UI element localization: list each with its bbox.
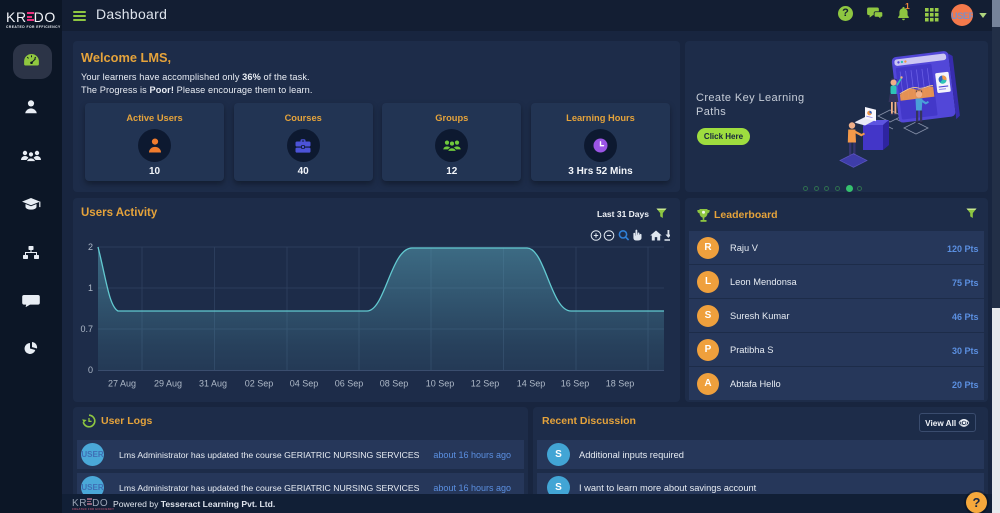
svg-text:10 Sep: 10 Sep <box>426 379 455 389</box>
svg-text:2: 2 <box>88 242 93 252</box>
svg-text:16 Sep: 16 Sep <box>561 379 590 389</box>
svg-text:14 Sep: 14 Sep <box>517 379 546 389</box>
svg-text:31 Aug: 31 Aug <box>199 379 227 389</box>
svg-text:12 Sep: 12 Sep <box>471 379 500 389</box>
svg-text:1: 1 <box>88 283 93 293</box>
svg-text:06 Sep: 06 Sep <box>335 379 364 389</box>
svg-text:18 Sep: 18 Sep <box>606 379 635 389</box>
svg-text:29 Aug: 29 Aug <box>154 379 182 389</box>
svg-text:0.7: 0.7 <box>80 324 93 334</box>
svg-text:27 Aug: 27 Aug <box>108 379 136 389</box>
svg-text:02 Sep: 02 Sep <box>245 379 274 389</box>
svg-text:0: 0 <box>88 365 93 375</box>
svg-text:08 Sep: 08 Sep <box>380 379 409 389</box>
svg-text:04 Sep: 04 Sep <box>290 379 319 389</box>
